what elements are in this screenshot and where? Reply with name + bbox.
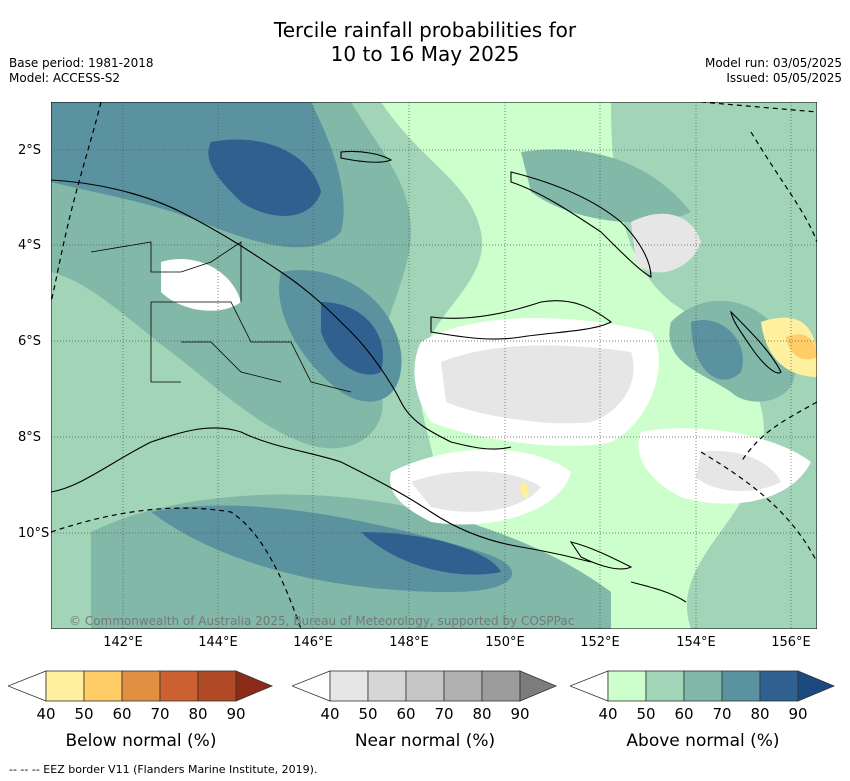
lon-tick-150e: 150°E: [485, 635, 525, 650]
probability-map: [51, 102, 817, 629]
new-britain: [430, 300, 613, 340]
contour-below-normal-spot: [520, 482, 529, 498]
new-guinea-south-coast: [51, 427, 592, 563]
cbar-above-swatch-1: [607, 670, 647, 702]
cbar-below-swatch-6: [235, 670, 274, 702]
new-ireland: [510, 171, 652, 278]
cbar-below-tick-40: 40: [36, 705, 56, 723]
lon-tick-152e: 152°E: [580, 635, 620, 650]
lon-tick-156e: 156°E: [771, 635, 811, 650]
lat-tick-2s: 2°S: [18, 143, 42, 158]
contour-above-90: [208, 139, 321, 216]
cbar-above-swatch-0: [570, 670, 609, 702]
cbar-above-label: Above normal (%): [626, 731, 780, 751]
cbar-near-tick-70: 70: [434, 705, 454, 723]
cbar-below-tick-80: 80: [188, 705, 208, 723]
cbar-below-tick-90: 90: [226, 705, 246, 723]
contour-below-normal-east-50: [786, 334, 817, 360]
cbar-near-swatch-5: [481, 670, 521, 702]
cbar-near-swatch-6: [519, 670, 558, 702]
contour-below-normal-east: [761, 317, 817, 377]
cbar-near-tick-50: 50: [358, 705, 378, 723]
colorbar-above-normal: [570, 670, 836, 702]
cbar-near-swatch-3: [405, 670, 445, 702]
lat-tick-4s: 4°S: [18, 238, 42, 253]
cbar-below-swatch-4: [159, 670, 199, 702]
louisiade: [630, 581, 687, 603]
cbar-below-tick-50: 50: [74, 705, 94, 723]
cbar-above-tick-50: 50: [636, 705, 656, 723]
cbar-near-swatch-0: [292, 670, 331, 702]
lon-tick-148e: 148°E: [389, 635, 429, 650]
cbar-above-tick-90: 90: [788, 705, 808, 723]
contour-near-normal-central-grey: [441, 345, 634, 424]
cbar-above-swatch-5: [759, 670, 799, 702]
cbar-near-swatch-1: [329, 670, 369, 702]
cbar-above-tick-60: 60: [674, 705, 694, 723]
cbar-below-swatch-1: [45, 670, 85, 702]
copyright-notice: © Commonwealth of Australia 2025, Bureau…: [69, 614, 575, 628]
lon-tick-142e: 142°E: [103, 635, 143, 650]
map-svg: [51, 102, 817, 629]
eez-footnote: -- -- -- EEZ border V11 (Flanders Marine…: [9, 763, 318, 776]
map-title: Tercile rainfall probabilities for 10 to…: [0, 18, 850, 66]
lon-tick-146e: 146°E: [293, 635, 333, 650]
cbar-near-swatch-2: [367, 670, 407, 702]
cbar-above-swatch-3: [683, 670, 723, 702]
contour-above-90-central: [321, 302, 383, 375]
cbar-near-tick-40: 40: [320, 705, 340, 723]
province-borders: [51, 212, 352, 502]
graticule: [51, 102, 817, 629]
cbar-near-label: Near normal (%): [354, 731, 496, 751]
title-line-2: 10 to 16 May 2025: [330, 42, 520, 66]
contour-near-normal-ne-grey: [631, 213, 701, 273]
coastlines: [51, 150, 782, 603]
colorbar-below-normal: [8, 670, 274, 702]
cbar-below-swatch-0: [8, 670, 47, 702]
cbar-near-swatch-4: [443, 670, 483, 702]
eez-border: [51, 102, 817, 629]
meta-left: Base period: 1981-2018 Model: ACCESS-S2: [9, 56, 154, 86]
cbar-below-tick-60: 60: [112, 705, 132, 723]
contour-above-90-south: [361, 532, 501, 575]
contour-above-80-east: [691, 320, 743, 380]
cbar-below-tick-70: 70: [150, 705, 170, 723]
manus-island: [340, 150, 393, 163]
contour-near-normal-se-grey: [696, 451, 781, 492]
new-guinea-north-coast: [51, 179, 512, 450]
cbar-near-tick-80: 80: [472, 705, 492, 723]
d-entrecasteaux: [569, 541, 633, 570]
lon-tick-144e: 144°E: [198, 635, 238, 650]
lat-tick-8s: 8°S: [18, 430, 42, 445]
lon-tick-154e: 154°E: [676, 635, 716, 650]
base-period: Base period: 1981-2018: [9, 56, 154, 70]
lat-tick-10s: 10°S: [18, 526, 50, 541]
issued-date: Issued: 05/05/2025: [726, 71, 842, 85]
bougainville: [730, 310, 782, 374]
meta-right: Model run: 03/05/2025 Issued: 05/05/2025: [705, 56, 842, 86]
cbar-above-swatch-2: [645, 670, 685, 702]
cbar-above-tick-40: 40: [598, 705, 618, 723]
title-line-1: Tercile rainfall probabilities for: [273, 18, 577, 42]
lat-tick-6s: 6°S: [18, 334, 42, 349]
cbar-above-tick-80: 80: [750, 705, 770, 723]
cbar-below-swatch-5: [197, 670, 237, 702]
cbar-below-swatch-3: [121, 670, 161, 702]
contour-above-70-ne: [521, 149, 691, 223]
contour-near-normal-south-grey: [411, 471, 541, 512]
cbar-above-tick-70: 70: [712, 705, 732, 723]
model-name: Model: ACCESS-S2: [9, 71, 121, 85]
colorbar-near-normal: [292, 670, 558, 702]
cbar-above-swatch-6: [797, 670, 836, 702]
contour-above-80-south: [151, 505, 513, 592]
cbar-below-swatch-2: [83, 670, 123, 702]
cbar-near-tick-90: 90: [510, 705, 530, 723]
model-run: Model run: 03/05/2025: [704, 56, 842, 70]
cbar-above-swatch-4: [721, 670, 761, 702]
cbar-below-label: Below normal (%): [65, 731, 217, 751]
cbar-near-tick-60: 60: [396, 705, 416, 723]
